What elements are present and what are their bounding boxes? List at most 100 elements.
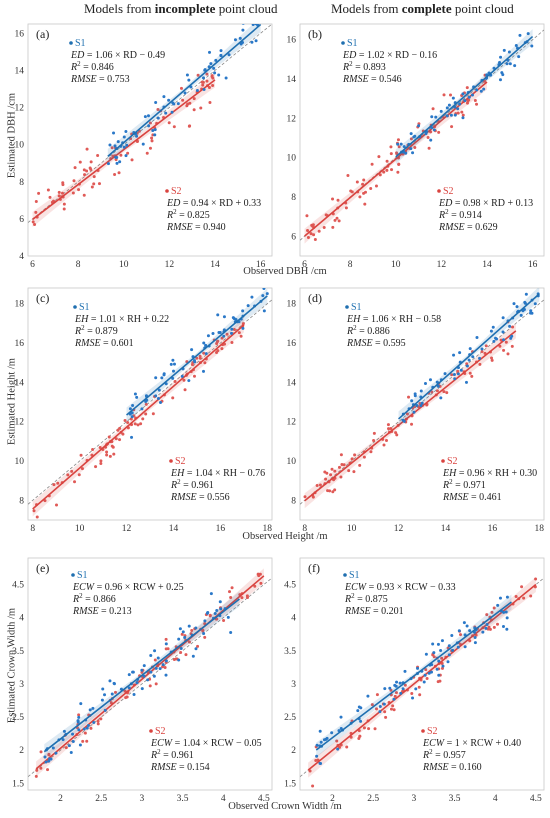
s1-point xyxy=(409,147,413,151)
s1-point xyxy=(453,113,457,117)
x-tick-label: 12 xyxy=(394,524,404,534)
s1-point xyxy=(480,347,484,351)
s1-point xyxy=(412,135,416,139)
s1-point xyxy=(190,348,194,352)
s2-point xyxy=(113,690,117,694)
s1-point xyxy=(92,720,96,724)
s2-point xyxy=(230,340,234,344)
rmse: RMSE = 0.556 xyxy=(170,492,230,503)
s1-point xyxy=(67,744,71,748)
s2-point xyxy=(445,391,449,395)
s1-point xyxy=(214,58,218,62)
s1-point xyxy=(127,673,131,677)
s1-point xyxy=(463,645,467,649)
s1-point xyxy=(450,634,454,638)
regression-equation: EH = 1.06 × RH − 0.58 xyxy=(346,314,441,325)
s1-point xyxy=(435,667,439,671)
regression-equation: ECW = 1 × RCW + 0.40 xyxy=(422,738,521,749)
panel-label: (a) xyxy=(36,27,49,41)
y-tick-label: 16 xyxy=(287,339,297,349)
y-tick-label: 8 xyxy=(19,178,24,188)
s1-point xyxy=(78,743,82,747)
s1-point xyxy=(481,630,485,634)
s1-point xyxy=(153,649,157,653)
s2-point xyxy=(461,113,465,117)
s2-point xyxy=(203,635,207,639)
s2-point xyxy=(237,331,241,335)
s2-point xyxy=(335,216,339,220)
s2-point xyxy=(55,503,59,507)
s1-point xyxy=(112,682,116,686)
r-squared: R2 = 0.875 xyxy=(344,592,388,605)
s2-point xyxy=(350,190,354,194)
r-squared: R2 = 0.893 xyxy=(342,60,386,73)
s1-point xyxy=(507,50,511,54)
s1-point xyxy=(246,304,250,308)
s1-point xyxy=(43,755,47,759)
s2-point xyxy=(358,463,362,467)
y-tick-label: 14 xyxy=(287,378,297,388)
y-tick-label: 3.5 xyxy=(284,647,296,657)
s1-point xyxy=(154,666,158,670)
plot-area xyxy=(300,29,544,244)
s1-point xyxy=(202,76,206,80)
x-tick-label: 10 xyxy=(347,524,357,534)
s2-legend-marker xyxy=(441,459,445,463)
s1-point xyxy=(203,68,207,72)
s2-point xyxy=(201,83,205,87)
r-squared: R2 = 0.957 xyxy=(422,748,466,761)
s2-point xyxy=(89,160,93,164)
s2-point xyxy=(258,572,262,576)
plot-frame xyxy=(299,557,545,791)
s2-point xyxy=(394,431,398,435)
s1-point xyxy=(402,145,406,149)
s1-point xyxy=(164,642,168,646)
s2-point xyxy=(179,86,183,90)
s1-point xyxy=(91,706,95,710)
s1-point xyxy=(154,394,158,398)
s1-point xyxy=(177,658,181,662)
s1-point xyxy=(505,595,509,599)
s2-point xyxy=(383,710,387,714)
s2-point xyxy=(529,594,533,598)
r-squared: R2 = 0.961 xyxy=(170,478,214,491)
s1-point xyxy=(399,142,403,146)
plot-frame xyxy=(27,287,273,521)
rmse: RMSE = 0.629 xyxy=(438,222,498,233)
s1-point xyxy=(315,754,319,758)
s2-point xyxy=(198,354,202,358)
s2-point xyxy=(66,473,70,477)
s2-point xyxy=(167,121,171,125)
s1-point xyxy=(261,294,265,298)
s2-point xyxy=(83,731,87,735)
r-squared: R2 = 0.886 xyxy=(346,324,390,337)
s2-point xyxy=(208,101,212,105)
s1-point xyxy=(501,624,505,628)
s2-point xyxy=(405,412,409,416)
s2-point xyxy=(430,390,434,394)
s2-point xyxy=(385,159,389,163)
s1-point xyxy=(234,318,238,322)
s1-point xyxy=(445,106,449,110)
s1-point xyxy=(505,616,509,620)
s1-point xyxy=(432,128,436,132)
s1-fit-line xyxy=(398,293,540,420)
identity-line xyxy=(300,299,544,505)
s1-point xyxy=(465,364,469,368)
s2-point xyxy=(339,453,343,457)
x-tick-label: 10 xyxy=(119,260,129,270)
s2-point xyxy=(179,650,183,654)
r-squared: R2 = 0.866 xyxy=(72,592,116,605)
s2-point xyxy=(201,628,205,632)
s2-point xyxy=(488,627,492,631)
rmse: RMSE = 0.154 xyxy=(150,762,210,773)
s2-point xyxy=(370,703,374,707)
s1-point xyxy=(156,396,160,400)
s1-point xyxy=(71,732,75,736)
y-tick-label: 18 xyxy=(15,300,25,310)
regression-equation: ED = 0.94 × RD + 0.33 xyxy=(166,198,261,209)
s1-point xyxy=(187,624,191,628)
s1-point xyxy=(513,64,517,68)
